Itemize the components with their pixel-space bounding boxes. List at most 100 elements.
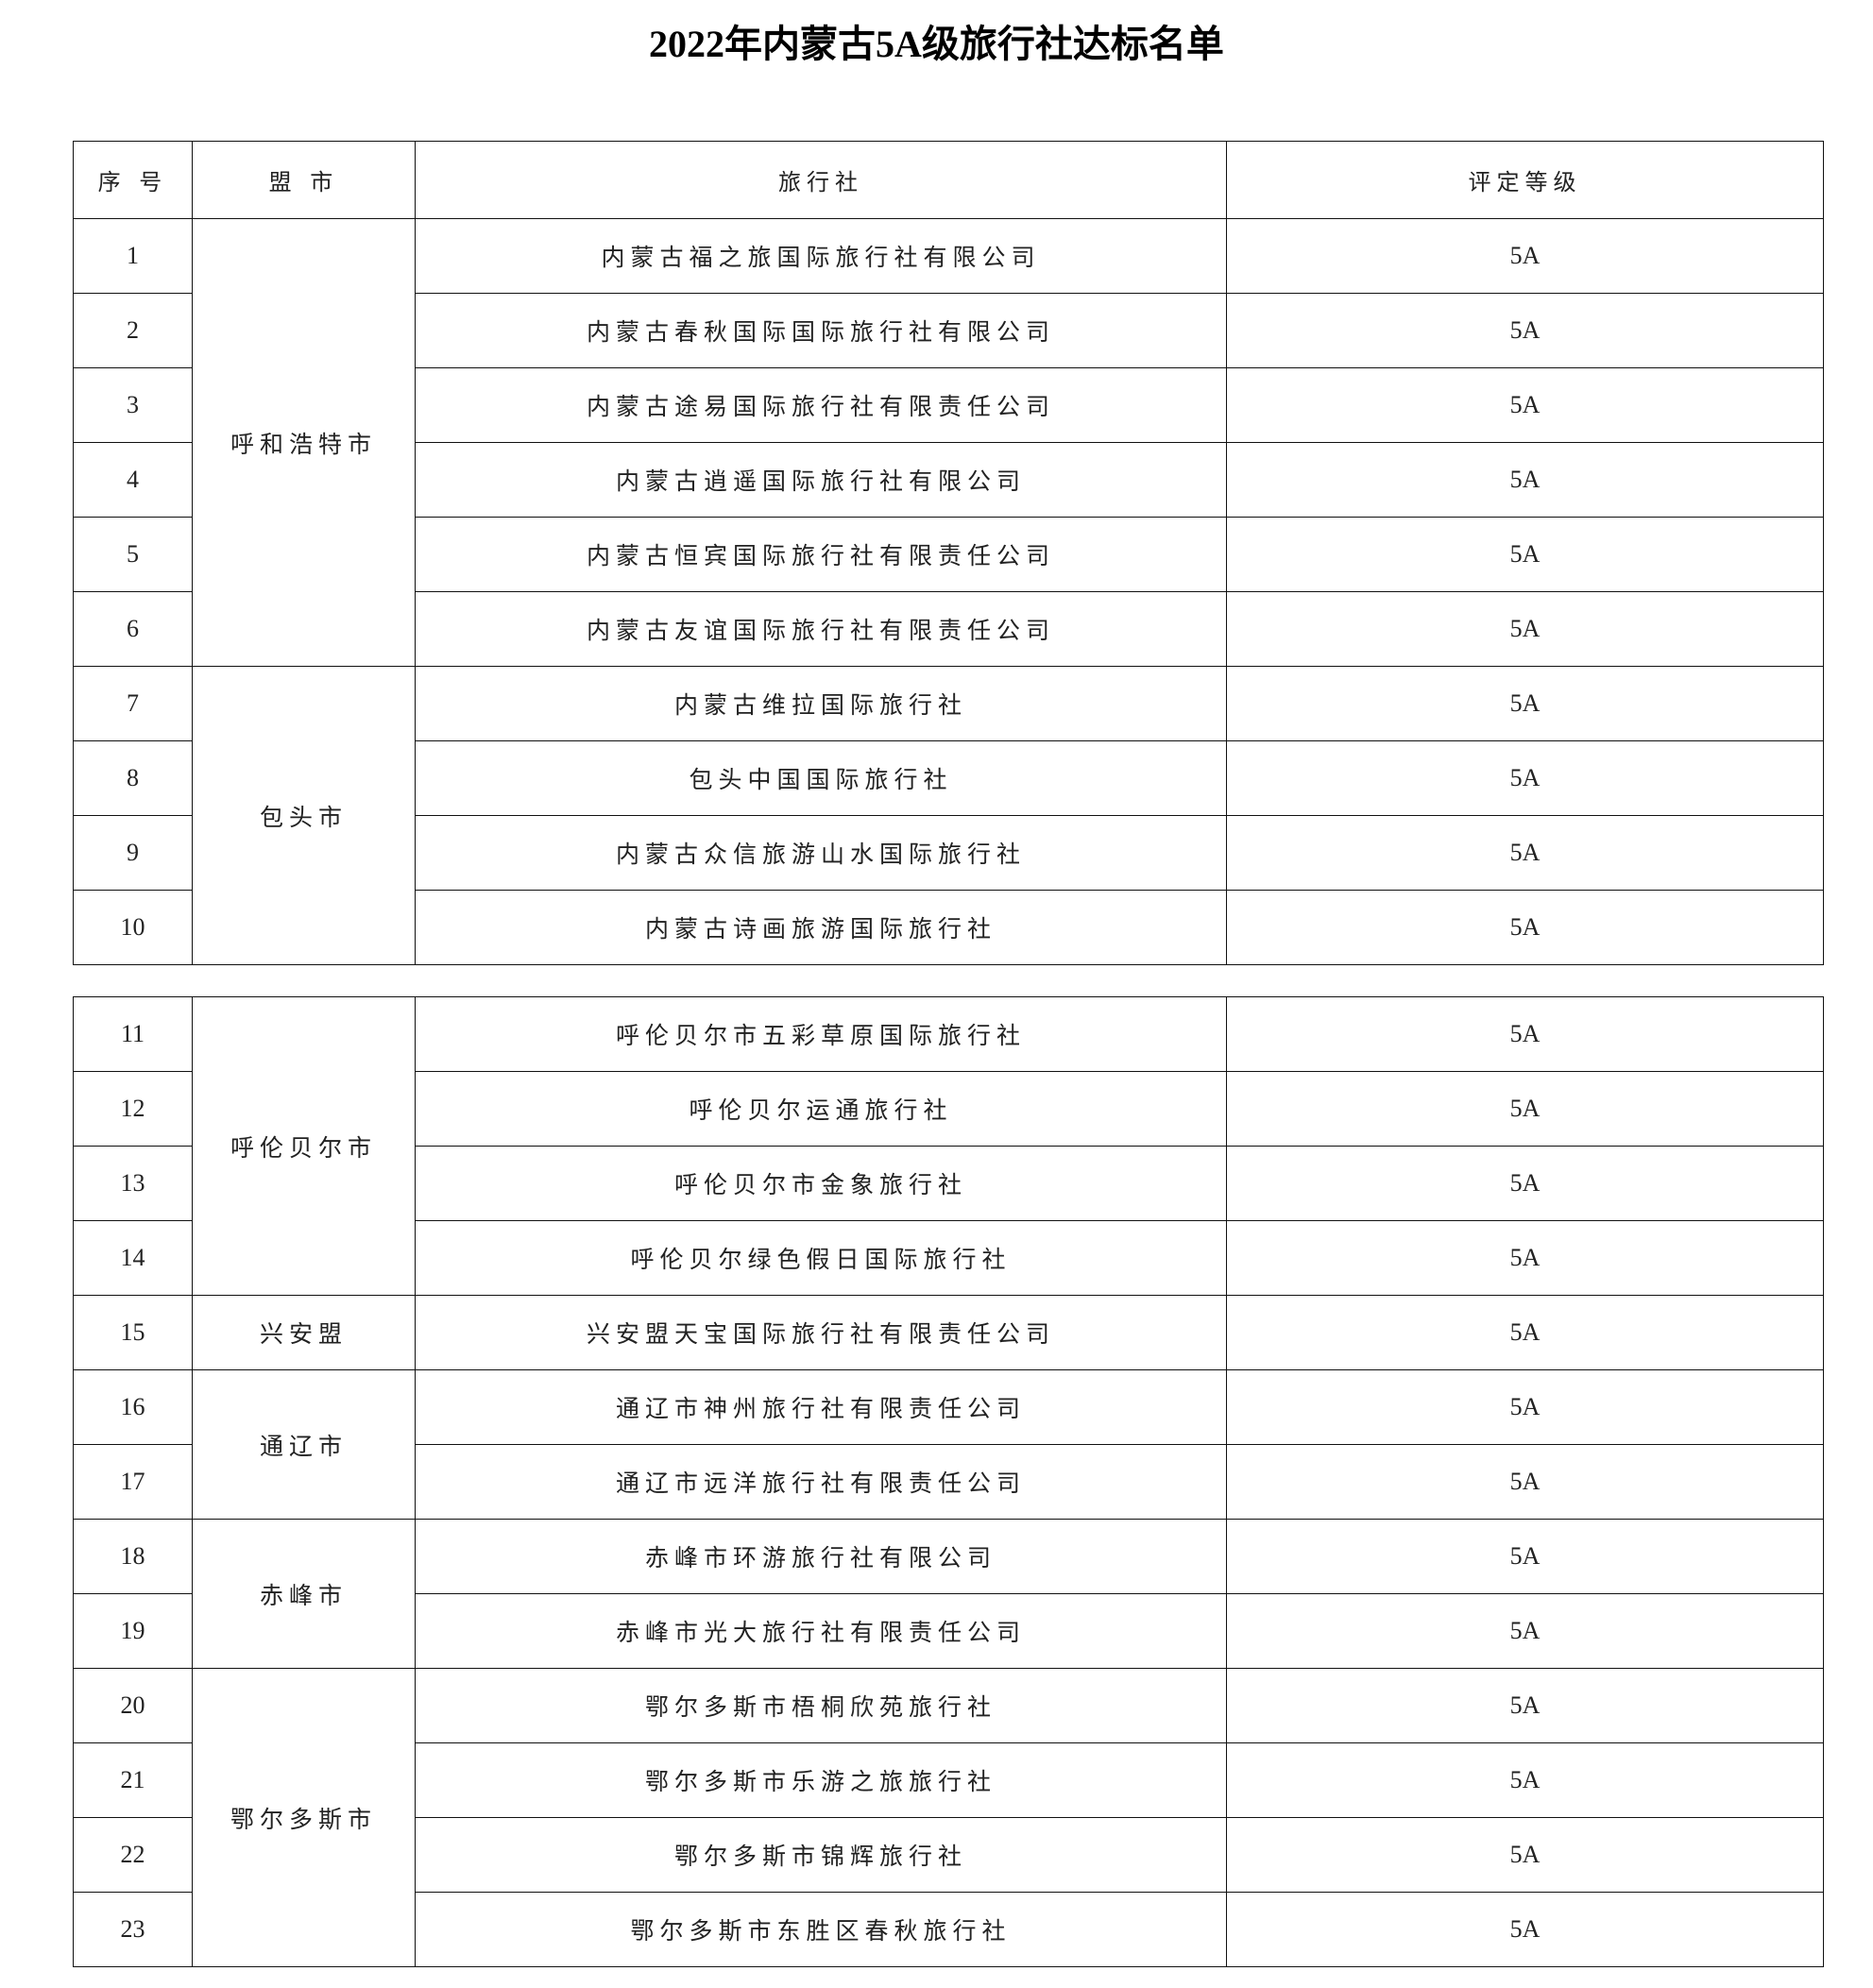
grade-value: 5A — [1226, 1593, 1824, 1669]
row-number: 3 — [73, 367, 193, 443]
header-city: 盟 市 — [192, 141, 416, 219]
table-row: 7 包头市 内蒙古维拉国际旅行社 5A — [73, 666, 1824, 965]
agency-name: 鄂尔多斯市梧桐欣苑旅行社 — [415, 1668, 1227, 1743]
grade-value: 5A — [1226, 1519, 1824, 1594]
row-number: 14 — [73, 1220, 193, 1296]
agency-name: 内蒙古途易国际旅行社有限责任公司 — [415, 367, 1227, 443]
table-row: 20 鄂尔多斯市 鄂尔多斯市梧桐欣苑旅行社 5A — [73, 1668, 1824, 1967]
agency-name: 内蒙古众信旅游山水国际旅行社 — [415, 815, 1227, 891]
agency-name: 鄂尔多斯市东胜区春秋旅行社 — [415, 1892, 1227, 1967]
row-number: 9 — [73, 815, 193, 891]
agency-name: 内蒙古福之旅国际旅行社有限公司 — [415, 218, 1227, 294]
agency-name: 内蒙古诗画旅游国际旅行社 — [415, 890, 1227, 965]
agency-table-part-1: 序 号 盟 市 旅行社 评定等级 1 呼和浩特市 内蒙古福之旅国际旅行社有限公司 5A… — [73, 141, 1824, 965]
grade-value: 5A — [1226, 1742, 1824, 1818]
grade-value: 5A — [1226, 1668, 1824, 1743]
table-row: 2 内蒙古春秋国际国际旅行社有限公司 5A — [73, 293, 1824, 368]
table-row: 6 内蒙古友谊国际旅行社有限责任公司 5A — [73, 591, 1824, 667]
table-row: 12 呼伦贝尔运通旅行社 5A — [73, 1071, 1824, 1147]
grade-value: 5A — [1226, 740, 1824, 816]
grade-value: 5A — [1226, 1295, 1824, 1370]
grade-value: 5A — [1226, 218, 1824, 294]
row-number: 4 — [73, 442, 193, 518]
agency-name: 呼伦贝尔市金象旅行社 — [415, 1146, 1227, 1221]
grade-value: 5A — [1226, 367, 1824, 443]
row-number: 19 — [73, 1593, 193, 1669]
grade-value: 5A — [1226, 666, 1824, 741]
table-row: 11 呼伦贝尔市 呼伦贝尔市五彩草原国际旅行社 5A — [73, 996, 1824, 1296]
grade-value: 5A — [1226, 815, 1824, 891]
row-number: 18 — [73, 1519, 193, 1594]
table-row: 10 内蒙古诗画旅游国际旅行社 5A — [73, 890, 1824, 965]
header-no: 序 号 — [73, 141, 193, 219]
city-cell: 呼和浩特市 — [192, 218, 416, 667]
row-number: 13 — [73, 1146, 193, 1221]
row-number: 8 — [73, 740, 193, 816]
agency-name: 内蒙古逍遥国际旅行社有限公司 — [415, 442, 1227, 518]
table-row: 17 通辽市远洋旅行社有限责任公司 5A — [73, 1444, 1824, 1520]
table-row: 8 包头中国国际旅行社 5A — [73, 740, 1824, 816]
table-row: 18 赤峰市 赤峰市环游旅行社有限公司 5A — [73, 1519, 1824, 1669]
agency-name: 呼伦贝尔绿色假日国际旅行社 — [415, 1220, 1227, 1296]
header-grade: 评定等级 — [1226, 141, 1824, 219]
agency-name: 呼伦贝尔市五彩草原国际旅行社 — [415, 996, 1227, 1072]
city-cell: 赤峰市 — [192, 1519, 416, 1669]
table-row: 21 鄂尔多斯市乐游之旅旅行社 5A — [73, 1742, 1824, 1818]
table-row: 1 呼和浩特市 内蒙古福之旅国际旅行社有限公司 5A — [73, 218, 1824, 667]
row-number: 23 — [73, 1892, 193, 1967]
agency-name: 内蒙古友谊国际旅行社有限责任公司 — [415, 591, 1227, 667]
grade-value: 5A — [1226, 1892, 1824, 1967]
table-row: 4 内蒙古逍遥国际旅行社有限公司 5A — [73, 442, 1824, 518]
grade-value: 5A — [1226, 890, 1824, 965]
table-row: 15 兴安盟 兴安盟天宝国际旅行社有限责任公司 5A — [73, 1295, 1824, 1370]
header-agency: 旅行社 — [415, 141, 1227, 219]
agency-name: 兴安盟天宝国际旅行社有限责任公司 — [415, 1295, 1227, 1370]
table-row: 16 通辽市 通辽市神州旅行社有限责任公司 5A — [73, 1369, 1824, 1520]
table-row: 5 内蒙古恒宾国际旅行社有限责任公司 5A — [73, 517, 1824, 592]
agency-name: 呼伦贝尔运通旅行社 — [415, 1071, 1227, 1147]
city-cell: 兴安盟 — [192, 1295, 416, 1370]
agency-name: 内蒙古维拉国际旅行社 — [415, 666, 1227, 741]
agency-name: 内蒙古恒宾国际旅行社有限责任公司 — [415, 517, 1227, 592]
row-number: 6 — [73, 591, 193, 667]
row-number: 11 — [73, 996, 193, 1072]
city-cell: 通辽市 — [192, 1369, 416, 1520]
agency-name: 通辽市远洋旅行社有限责任公司 — [415, 1444, 1227, 1520]
agency-name: 鄂尔多斯市乐游之旅旅行社 — [415, 1742, 1227, 1818]
row-number: 5 — [73, 517, 193, 592]
row-number: 16 — [73, 1369, 193, 1445]
row-number: 17 — [73, 1444, 193, 1520]
city-cell: 包头市 — [192, 666, 416, 965]
grade-value: 5A — [1226, 293, 1824, 368]
grade-value: 5A — [1226, 1369, 1824, 1445]
city-cell: 鄂尔多斯市 — [192, 1668, 416, 1967]
table-row: 19 赤峰市光大旅行社有限责任公司 5A — [73, 1593, 1824, 1669]
table-row: 13 呼伦贝尔市金象旅行社 5A — [73, 1146, 1824, 1221]
row-number: 21 — [73, 1742, 193, 1818]
row-number: 12 — [73, 1071, 193, 1147]
agency-name: 赤峰市环游旅行社有限公司 — [415, 1519, 1227, 1594]
agency-name: 通辽市神州旅行社有限责任公司 — [415, 1369, 1227, 1445]
agency-name: 赤峰市光大旅行社有限责任公司 — [415, 1593, 1227, 1669]
grade-value: 5A — [1226, 517, 1824, 592]
agency-name: 内蒙古春秋国际国际旅行社有限公司 — [415, 293, 1227, 368]
table-row: 14 呼伦贝尔绿色假日国际旅行社 5A — [73, 1220, 1824, 1296]
row-number: 2 — [73, 293, 193, 368]
table-row: 23 鄂尔多斯市东胜区春秋旅行社 5A — [73, 1892, 1824, 1967]
city-cell: 呼伦贝尔市 — [192, 996, 416, 1296]
grade-value: 5A — [1226, 442, 1824, 518]
agency-table-part-2: 11 呼伦贝尔市 呼伦贝尔市五彩草原国际旅行社 5A 12 呼伦贝尔运通旅行社 5A 13 呼伦… — [73, 996, 1824, 1967]
table-header-row: 序 号 盟 市 旅行社 评定等级 — [73, 141, 1824, 219]
row-number: 7 — [73, 666, 193, 741]
table-row: 3 内蒙古途易国际旅行社有限责任公司 5A — [73, 367, 1824, 443]
row-number: 10 — [73, 890, 193, 965]
grade-value: 5A — [1226, 1146, 1824, 1221]
grade-value: 5A — [1226, 1444, 1824, 1520]
grade-value: 5A — [1226, 1817, 1824, 1893]
agency-name: 包头中国国际旅行社 — [415, 740, 1227, 816]
agency-name: 鄂尔多斯市锦辉旅行社 — [415, 1817, 1227, 1893]
row-number: 15 — [73, 1295, 193, 1370]
table-row: 9 内蒙古众信旅游山水国际旅行社 5A — [73, 815, 1824, 891]
row-number: 20 — [73, 1668, 193, 1743]
row-number: 22 — [73, 1817, 193, 1893]
